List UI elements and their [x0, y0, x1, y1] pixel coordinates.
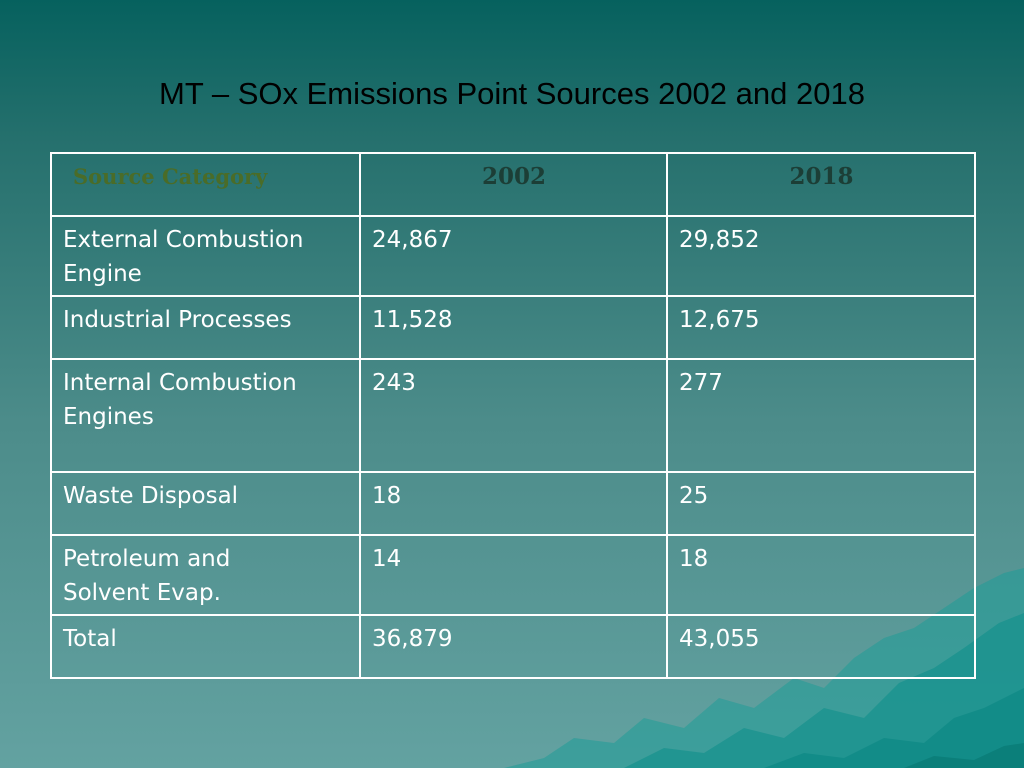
header-2002: 2002 — [359, 152, 668, 217]
cell-2002: 14 — [359, 534, 668, 616]
table-row: Industrial Processes 11,528 12,675 — [50, 295, 976, 360]
cell-category: Waste Disposal — [50, 471, 361, 536]
cell-2002: 243 — [359, 358, 668, 473]
cell-2018: 43,055 — [666, 614, 976, 679]
emissions-table: Source Category 2002 2018 External Combu… — [50, 152, 976, 679]
cell-category: Internal Combustion Engines — [50, 358, 361, 473]
teal-crystal-decoration — [504, 568, 1024, 768]
cell-2018: 18 — [666, 534, 976, 616]
table-header-row: Source Category 2002 2018 — [50, 152, 976, 217]
cell-2002: 36,879 — [359, 614, 668, 679]
table-row: Internal Combustion Engines 243 277 — [50, 358, 976, 473]
cell-category: External Combustion Engine — [50, 215, 361, 297]
header-source-category: Source Category — [50, 152, 361, 217]
slide-title: MT – SOx Emissions Point Sources 2002 an… — [159, 76, 865, 111]
header-2018: 2018 — [666, 152, 976, 217]
cell-category: Total — [50, 614, 361, 679]
cell-2002: 24,867 — [359, 215, 668, 297]
cell-2018: 25 — [666, 471, 976, 536]
cell-2018: 12,675 — [666, 295, 976, 360]
table-row: Waste Disposal 18 25 — [50, 471, 976, 536]
table-row: External Combustion Engine 24,867 29,852 — [50, 215, 976, 297]
cell-2018: 29,852 — [666, 215, 976, 297]
cell-2002: 18 — [359, 471, 668, 536]
cell-category: Petroleum and Solvent Evap. — [50, 534, 361, 616]
table-row-total: Total 36,879 43,055 — [50, 614, 976, 679]
cell-2018: 277 — [666, 358, 976, 473]
cell-category: Industrial Processes — [50, 295, 361, 360]
table-row: Petroleum and Solvent Evap. 14 18 — [50, 534, 976, 616]
cell-2002: 11,528 — [359, 295, 668, 360]
